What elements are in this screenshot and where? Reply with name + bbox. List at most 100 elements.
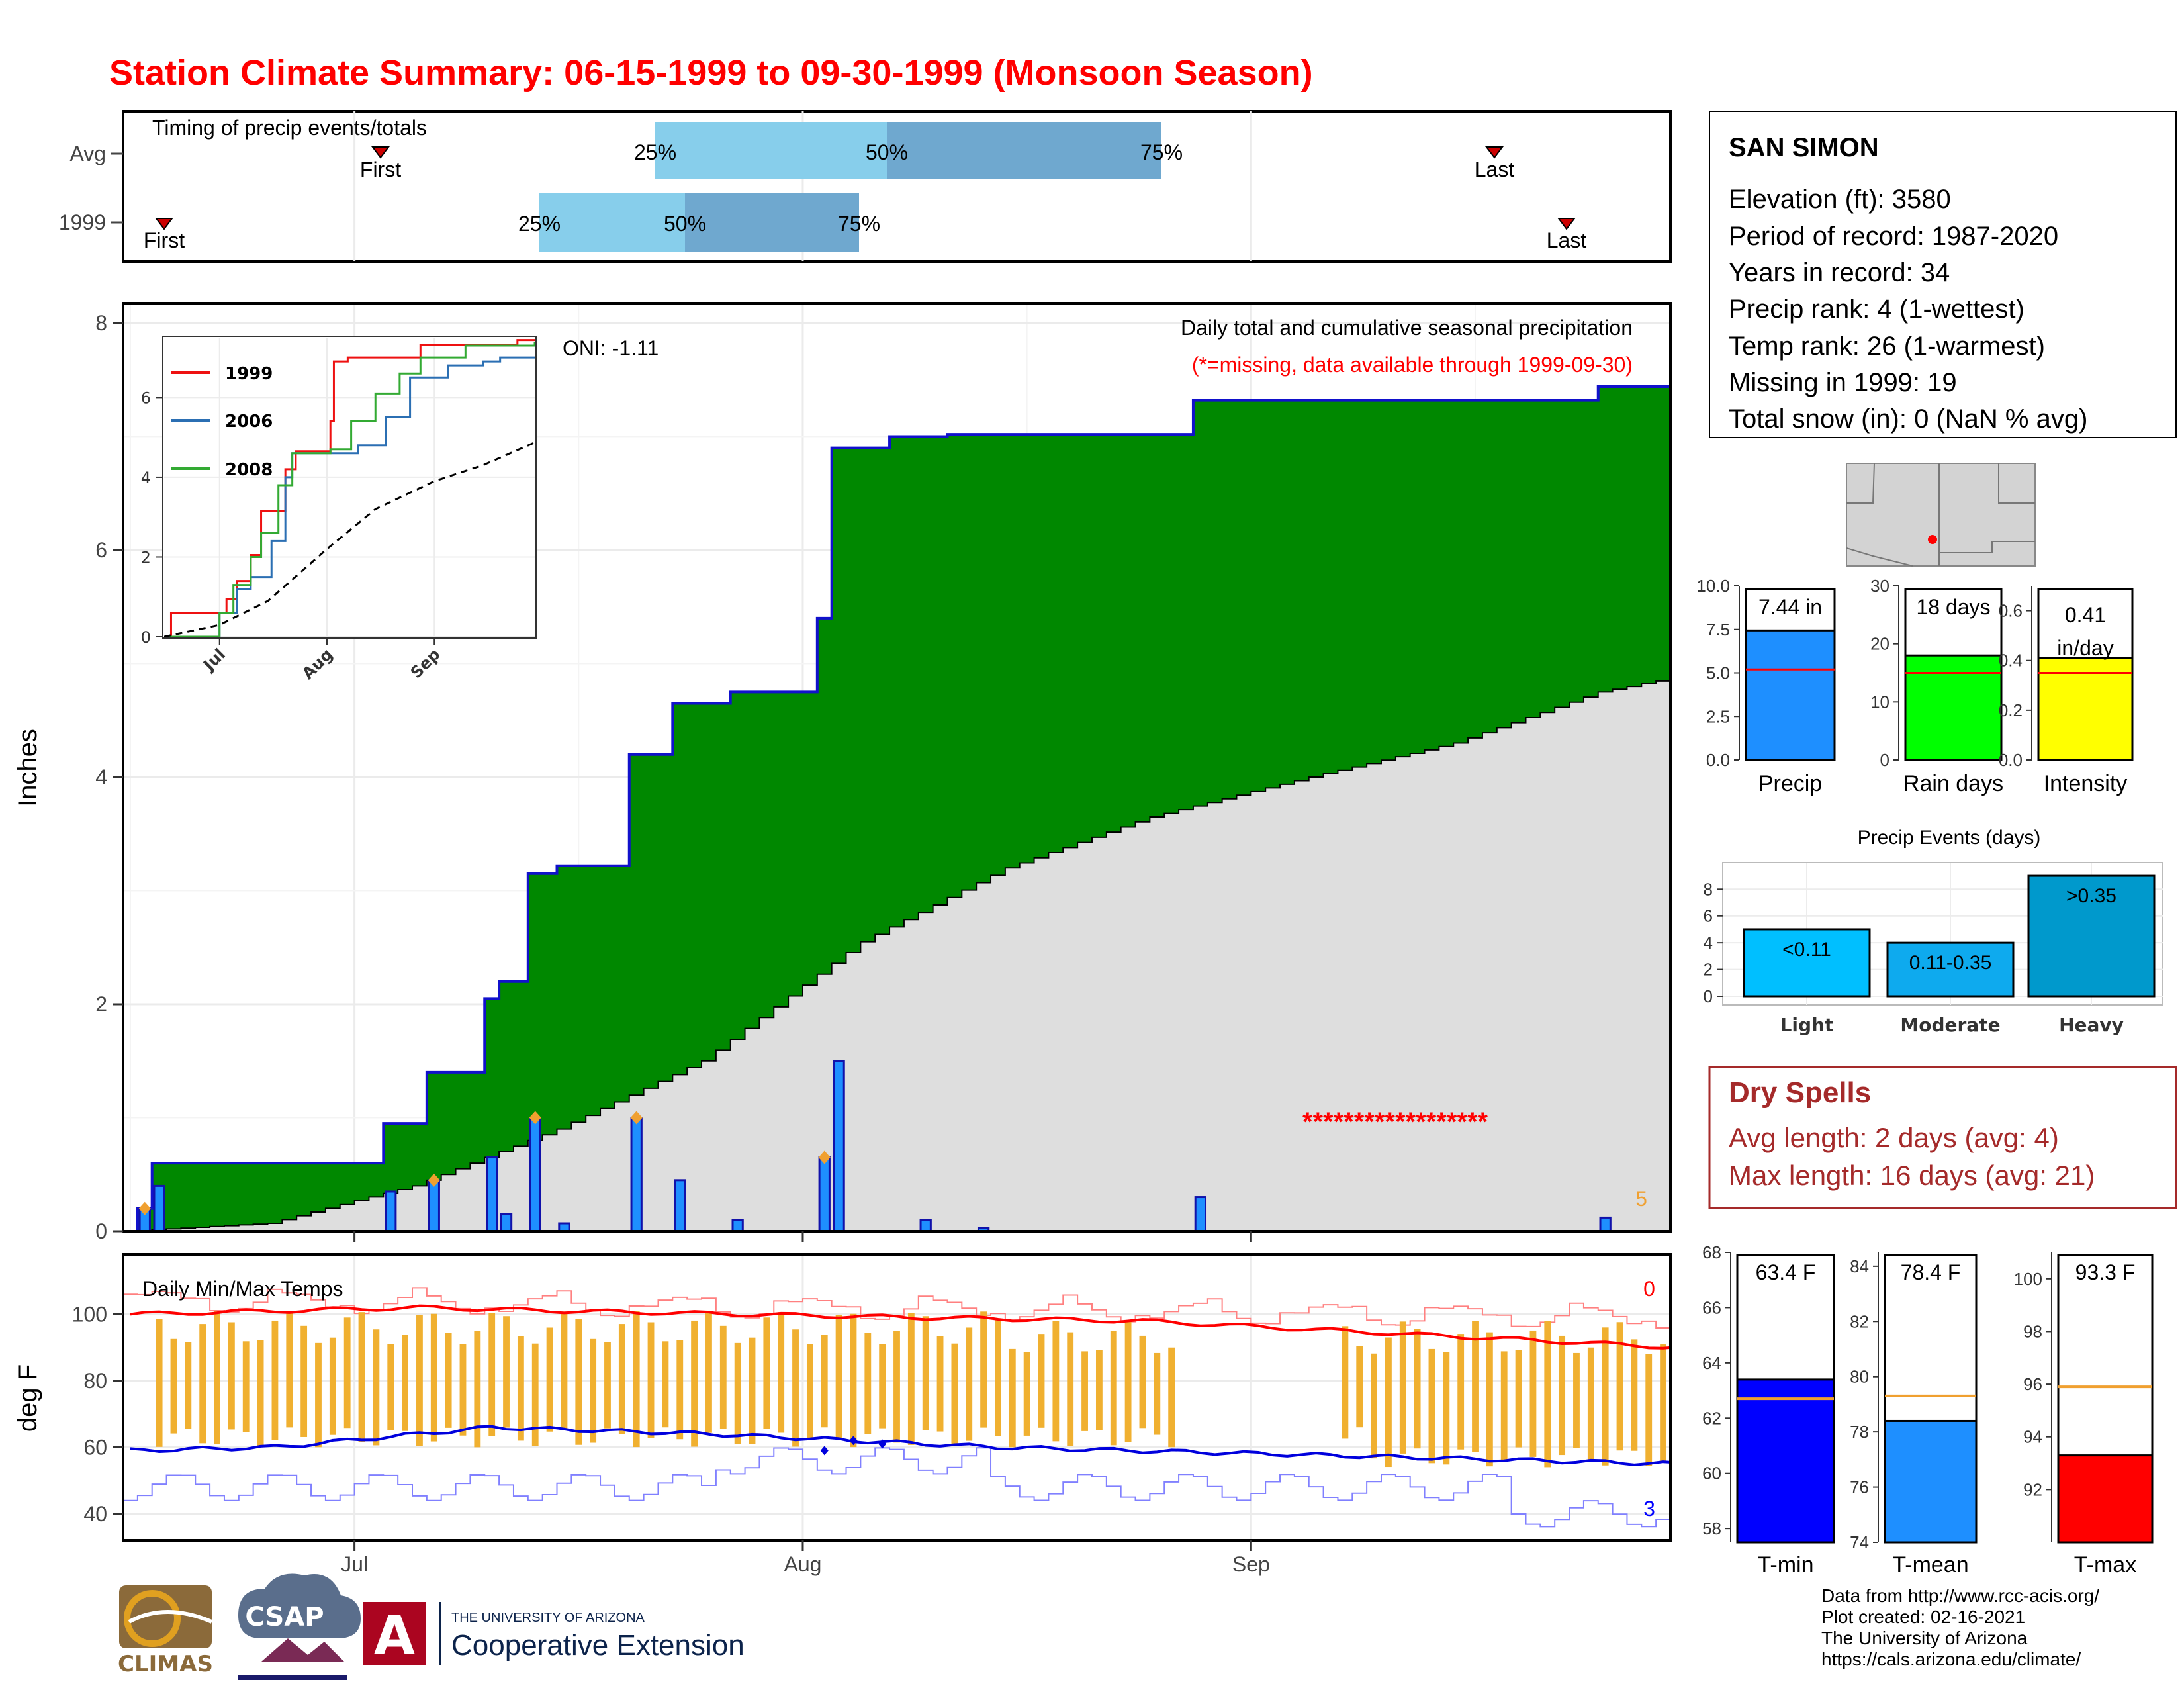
station-line-temp-rank: Temp rank: 26 (1-warmest) xyxy=(1729,332,2045,361)
daily-temp-range-bar xyxy=(1529,1330,1537,1457)
events-bar-light xyxy=(1743,928,1871,998)
mini-bar-value-label: 7.44 in xyxy=(1758,595,1822,619)
mini-bar-tick-label: 7.5 xyxy=(1706,620,1730,639)
daily-temp-range-bar xyxy=(734,1342,741,1444)
temp-layers xyxy=(123,1287,1670,1528)
y1999-50-75-bar xyxy=(685,193,859,252)
temp-y-tick-label: 60 xyxy=(83,1435,107,1459)
daily-temp-range-bar xyxy=(1399,1321,1406,1454)
csap-logo-text: CSAP xyxy=(245,1602,324,1632)
avg-p75-label: 75% xyxy=(1140,140,1183,164)
daily-precip-bars xyxy=(138,1060,1612,1231)
daily-precip-bar xyxy=(919,1219,932,1231)
daily-temp-range-bar xyxy=(1168,1347,1175,1448)
daily-temp-range-bar xyxy=(1457,1334,1465,1450)
daily-precip-bar xyxy=(153,1184,165,1231)
mini-bar-label: Precip xyxy=(1758,771,1822,796)
daily-temp-range-bar xyxy=(806,1344,813,1440)
ua-cooperative-extension-logo: A THE UNIVERSITY OF ARIZONA Cooperative … xyxy=(363,1602,745,1666)
inset-line-2008 xyxy=(164,342,535,637)
y1999-p75-label: 75% xyxy=(838,212,880,236)
events-tick-label: 2 xyxy=(1704,960,1713,980)
station-line-elevation: Elevation (ft): 3580 xyxy=(1729,185,1951,214)
daily-temp-range-bar xyxy=(1616,1322,1623,1451)
daily-temp-range-bar xyxy=(792,1329,799,1447)
corner-count: 5 xyxy=(1635,1187,1647,1211)
daily-temp-range-bar xyxy=(922,1316,929,1430)
daily-temp-range-bar xyxy=(575,1319,582,1445)
daily-precip-bar xyxy=(500,1213,513,1231)
mini-bar-value xyxy=(2037,657,2134,761)
record-daily-marker xyxy=(818,1150,831,1164)
summary-mini-bars: 7.44 in 0.0 2.5 5.0 7.5 10.0 Precip 18 days 0 10 2… xyxy=(1696,576,2134,796)
daily-temp-range-bar xyxy=(1559,1335,1566,1456)
daily-temp-range-bar xyxy=(1472,1321,1479,1452)
inset-frame xyxy=(162,336,537,639)
daily-temp-range-bar xyxy=(315,1342,322,1448)
daily-temp-range-bar xyxy=(1371,1353,1377,1459)
x-tick-label: Aug xyxy=(784,1552,822,1576)
events-tick-label: 0 xyxy=(1704,986,1713,1006)
events-title: Precip Events (days) xyxy=(1858,827,2041,849)
timing-panel: Timing of precip events/totals Avg 1999 … xyxy=(59,110,1672,263)
record-low-line xyxy=(123,1447,1670,1528)
temp-bar-tick-label: 94 xyxy=(2023,1427,2042,1447)
average-gray-area xyxy=(123,678,1670,1231)
daily-temp-range-bar xyxy=(286,1311,293,1428)
mini-bar-tick-label: 10.0 xyxy=(1696,576,1730,596)
daily-temp-range-bar xyxy=(1500,1351,1508,1460)
daily-temp-range-bar xyxy=(618,1324,625,1434)
main-precip-panel: 0 2 4 6 8 Inches Daily total and cumulative … xyxy=(13,302,1672,1243)
daily-temp-range-bar xyxy=(459,1344,467,1436)
temp-y-tick-label: 80 xyxy=(83,1369,107,1393)
events-bar-heavy xyxy=(2027,874,2156,998)
daily-temp-range-bar xyxy=(1110,1330,1117,1446)
daily-precip-bar xyxy=(486,1156,498,1231)
temp-bar-tick-label: 84 xyxy=(1850,1256,1869,1276)
record-low-marker xyxy=(849,1436,858,1446)
temp-bar-tick-label: 60 xyxy=(1702,1464,1721,1483)
footer-line-url: https://cals.arizona.edu/climate/ xyxy=(1821,1649,2081,1669)
daily-temp-range-bar xyxy=(358,1312,365,1442)
avg-50-75-bar xyxy=(887,122,1161,179)
daily-temp-range-bar xyxy=(1052,1321,1060,1442)
daily-temp-range-bar xyxy=(1385,1337,1392,1468)
daily-temp-range-bar xyxy=(1631,1339,1638,1451)
temp-y-tick-label: 100 xyxy=(72,1302,107,1326)
events-bar-text: 0.11-0.35 xyxy=(1909,952,1992,974)
daily-temp-range-bar xyxy=(676,1340,684,1440)
temp-y-tick-label: 40 xyxy=(83,1502,107,1526)
daily-temp-range-bar xyxy=(778,1312,785,1433)
csap-logo: CSAP xyxy=(238,1573,361,1680)
inset-y-tick-label: 0 xyxy=(141,628,151,647)
inset-series-lines xyxy=(164,339,535,637)
record-low-marker xyxy=(820,1446,829,1456)
temp-bar-tick-label: 82 xyxy=(1850,1311,1869,1331)
temp-bar-tick-label: 78 xyxy=(1850,1422,1869,1442)
mini-bar-tick-label: 2.5 xyxy=(1706,706,1730,726)
daily-temp-range-bar xyxy=(1154,1352,1161,1435)
daily-precip-bar xyxy=(818,1156,831,1231)
main-y-tick-label: 2 xyxy=(95,992,107,1016)
station-line-years: Years in record: 34 xyxy=(1729,258,1950,287)
record-markers xyxy=(138,1111,831,1215)
mini-bar-value xyxy=(1745,629,1836,761)
daily-temp-range-bar xyxy=(445,1333,452,1428)
daily-temp-range-bar xyxy=(1356,1346,1363,1428)
main-y-tick-label: 6 xyxy=(95,538,107,562)
mini-bar-tick-label: 0.2 xyxy=(1999,700,2023,720)
mini-bar-value-label: 0.41 xyxy=(2065,603,2106,627)
temp-bar-tick-label: 96 xyxy=(2023,1374,2042,1394)
daily-temp-range-bar xyxy=(647,1322,655,1438)
mini-bar-tick-label: 0.4 xyxy=(1999,651,2023,671)
avg-25-50-bar xyxy=(655,122,887,179)
timing-title: Timing of precip events/totals xyxy=(152,116,427,140)
daily-temp-range-bar xyxy=(893,1331,900,1443)
footer-line-created: Plot created: 02-16-2021 xyxy=(1821,1607,2025,1627)
footer-line-uni: The University of Arizona xyxy=(1821,1628,2028,1648)
inset-y-tick-label: 6 xyxy=(141,389,151,407)
temp-bar-tick-label: 80 xyxy=(1850,1367,1869,1387)
daily-temp-range-bar xyxy=(517,1336,524,1441)
